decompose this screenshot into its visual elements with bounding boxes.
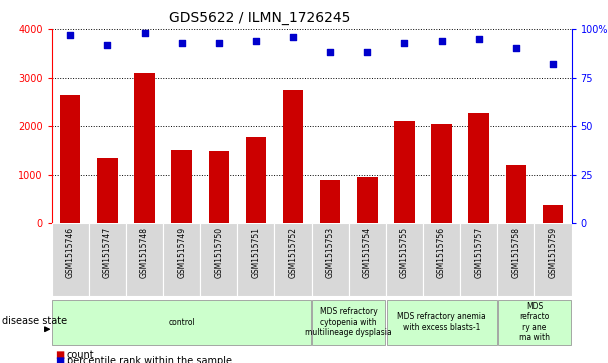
Text: GSM1515759: GSM1515759	[548, 227, 558, 278]
Bar	[506, 165, 526, 223]
Text: GSM1515756: GSM1515756	[437, 227, 446, 278]
Bar	[163, 223, 200, 296]
Bar	[246, 137, 266, 223]
Bar	[357, 177, 378, 223]
Point	[362, 49, 372, 55]
Bar	[423, 223, 460, 296]
Bar	[52, 299, 311, 345]
Bar	[60, 95, 80, 223]
Bar	[97, 158, 117, 223]
Text: control: control	[168, 318, 195, 327]
Text: GSM1515757: GSM1515757	[474, 227, 483, 278]
Bar	[349, 223, 386, 296]
Point	[177, 40, 187, 45]
Bar	[274, 223, 311, 296]
Point	[288, 34, 298, 40]
Point	[474, 36, 483, 42]
Point	[251, 38, 261, 44]
Text: disease state: disease state	[2, 316, 67, 326]
Text: MDS refractory
cytopenia with
multilineage dysplasia: MDS refractory cytopenia with multilinea…	[305, 307, 392, 337]
Bar	[209, 151, 229, 223]
Text: GSM1515755: GSM1515755	[400, 227, 409, 278]
Text: MDS
refracto
ry ane
ma with: MDS refracto ry ane ma with	[519, 302, 550, 342]
Point	[140, 30, 150, 36]
Bar	[460, 223, 497, 296]
Point	[66, 32, 75, 38]
Bar	[498, 299, 571, 345]
Text: GSM1515746: GSM1515746	[66, 227, 75, 278]
Bar	[126, 223, 163, 296]
Text: GSM1515753: GSM1515753	[326, 227, 334, 278]
Text: GSM1515751: GSM1515751	[251, 227, 260, 278]
Bar	[283, 90, 303, 223]
Bar	[52, 223, 89, 296]
Bar	[237, 223, 274, 296]
Point	[103, 42, 112, 48]
Bar	[386, 223, 423, 296]
Bar	[387, 299, 497, 345]
Bar	[313, 299, 385, 345]
Text: ■: ■	[55, 356, 64, 363]
Bar	[394, 121, 415, 223]
Bar	[534, 223, 572, 296]
Bar	[431, 124, 452, 223]
Text: GSM1515748: GSM1515748	[140, 227, 149, 278]
Bar	[311, 223, 349, 296]
Text: GSM1515758: GSM1515758	[511, 227, 520, 278]
Bar	[497, 223, 534, 296]
Bar	[200, 223, 237, 296]
Point	[214, 40, 224, 45]
Text: count: count	[67, 350, 94, 360]
Text: GSM1515752: GSM1515752	[289, 227, 297, 278]
Bar	[469, 113, 489, 223]
Bar	[171, 150, 192, 223]
Text: ■: ■	[55, 350, 64, 360]
Point	[325, 49, 335, 55]
Bar	[89, 223, 126, 296]
Point	[437, 38, 446, 44]
Text: GSM1515750: GSM1515750	[214, 227, 223, 278]
Text: GSM1515749: GSM1515749	[177, 227, 186, 278]
Point	[399, 40, 409, 45]
Point	[511, 45, 520, 51]
Bar	[134, 73, 154, 223]
Text: GDS5622 / ILMN_1726245: GDS5622 / ILMN_1726245	[169, 11, 350, 25]
Bar	[543, 205, 563, 223]
Point	[548, 61, 558, 67]
Bar	[320, 180, 340, 223]
Text: percentile rank within the sample: percentile rank within the sample	[67, 356, 232, 363]
Text: MDS refractory anemia
with excess blasts-1: MDS refractory anemia with excess blasts…	[397, 313, 486, 332]
Text: GSM1515747: GSM1515747	[103, 227, 112, 278]
Text: GSM1515754: GSM1515754	[363, 227, 372, 278]
